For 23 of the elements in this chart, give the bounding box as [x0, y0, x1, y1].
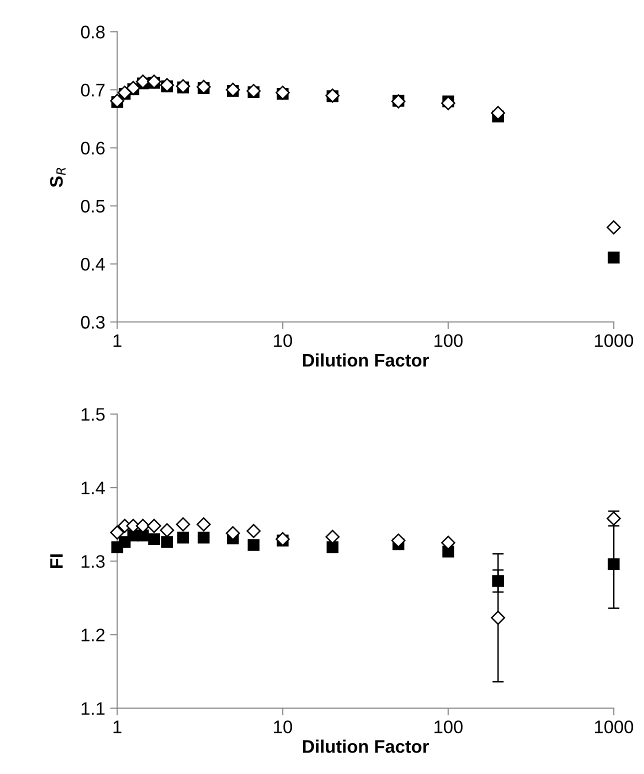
y-tick-label: 1.4 [82, 482, 105, 494]
y-tick-label: 0.6 [81, 142, 105, 155]
y-axis-title: S$_{R}$ [50, 168, 66, 188]
x-tick-label: 1 [114, 720, 122, 734]
y-tick-label: 0.3 [81, 316, 105, 329]
y-tick-label: 1.1 [82, 702, 105, 715]
x-tick-label: 1 [114, 334, 122, 347]
x-axis-title: Dilution Factor [302, 740, 429, 753]
x-tick-label: 1000 [595, 720, 634, 734]
y-tick-label: 0.5 [81, 200, 105, 213]
y-tick-label: 0.4 [81, 258, 105, 271]
y-tick-label: 0.8 [81, 26, 105, 38]
x-tick-label: 1000 [595, 334, 634, 348]
y-tick-label: 1.2 [82, 628, 104, 642]
x-tick-label: 100 [434, 334, 463, 348]
y-tick-label: 0.7 [81, 84, 104, 97]
x-tick-label: 10 [274, 720, 292, 734]
x-tick-label: 100 [434, 720, 463, 734]
y-axis-title: FI [50, 554, 63, 568]
x-axis-title: Dilution Factor [302, 353, 429, 367]
x-tick-label: 10 [274, 334, 292, 348]
y-tick-label: 1.3 [82, 555, 105, 568]
y-tick-label: 1.5 [82, 408, 105, 421]
